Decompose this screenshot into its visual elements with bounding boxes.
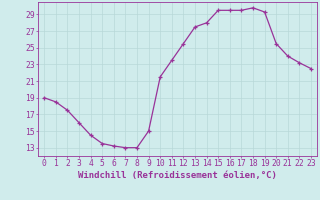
- X-axis label: Windchill (Refroidissement éolien,°C): Windchill (Refroidissement éolien,°C): [78, 171, 277, 180]
